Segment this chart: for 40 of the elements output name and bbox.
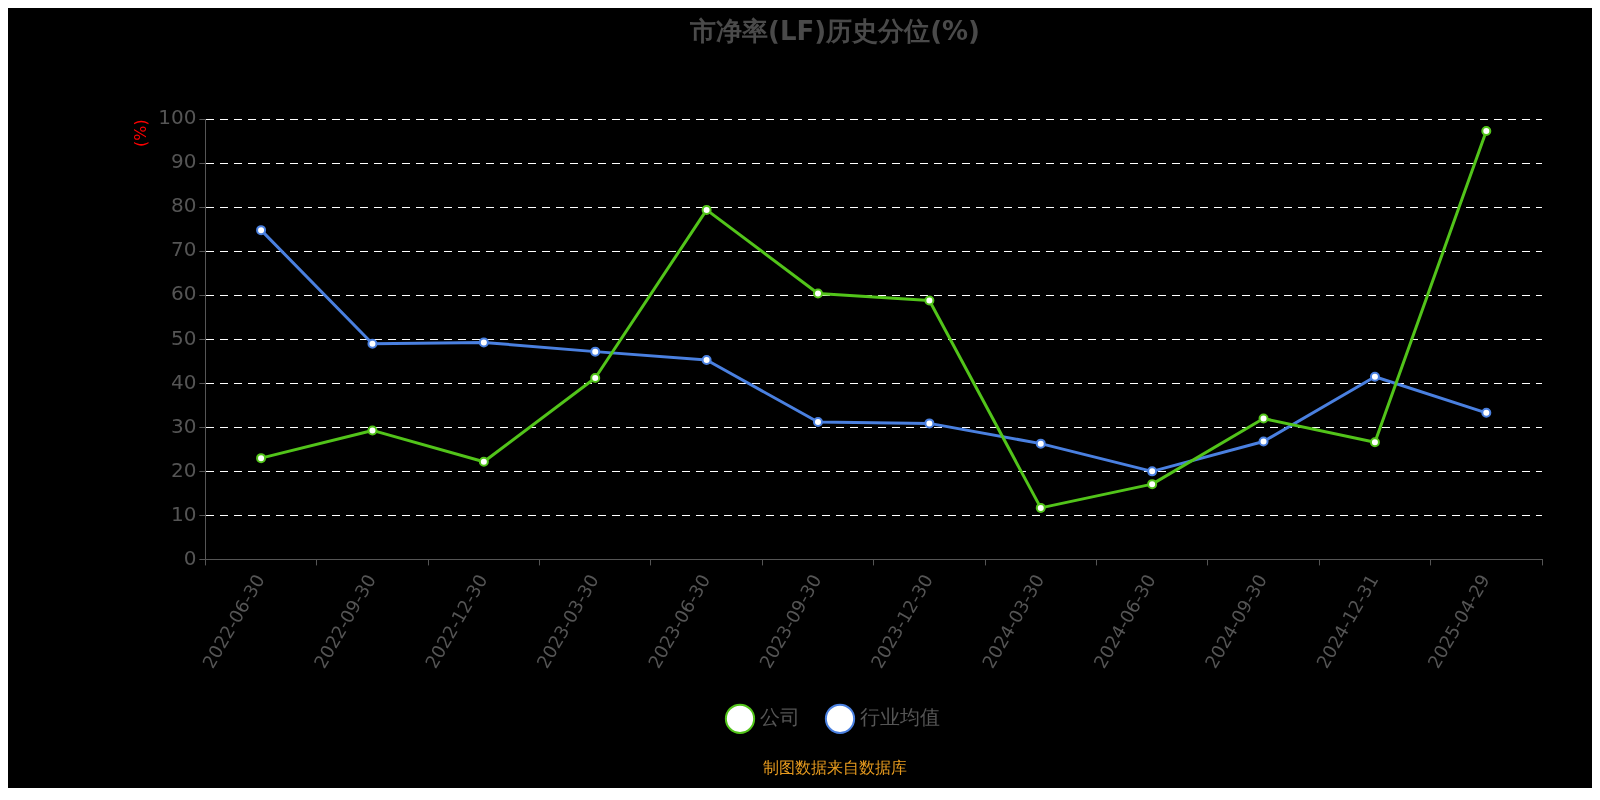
point xyxy=(1481,126,1492,137)
point xyxy=(1481,407,1492,418)
legend-label: 公司 xyxy=(760,705,800,729)
point xyxy=(924,418,935,429)
point xyxy=(256,225,267,236)
y-tick-label: 70 xyxy=(170,237,197,262)
point xyxy=(1147,479,1158,490)
point xyxy=(590,373,601,384)
point xyxy=(1369,437,1380,448)
chart-title: 市净率(LF)历史分位(%) xyxy=(689,16,980,47)
point xyxy=(924,295,935,306)
point xyxy=(478,337,489,348)
y-tick-label: 10 xyxy=(170,501,197,526)
y-axis-title: (%) xyxy=(130,119,150,147)
y-tick-label: 30 xyxy=(170,413,197,438)
point xyxy=(1258,436,1269,447)
point xyxy=(812,417,823,428)
point xyxy=(367,338,378,349)
legend-label: 行业均值 xyxy=(860,705,940,729)
point xyxy=(1035,438,1046,449)
y-tick-label: 60 xyxy=(170,281,197,306)
y-tick-label: 40 xyxy=(170,369,197,394)
point xyxy=(701,204,712,215)
point xyxy=(701,354,712,365)
point xyxy=(590,346,601,357)
point xyxy=(1035,502,1046,513)
y-tick-label: 50 xyxy=(170,325,197,350)
point xyxy=(256,453,267,464)
point xyxy=(1369,371,1380,382)
point xyxy=(812,288,823,299)
y-tick-label: 100 xyxy=(158,105,197,130)
y-tick-label: 20 xyxy=(170,457,197,482)
point xyxy=(1147,466,1158,477)
text: 制图数据来自数据库 xyxy=(763,757,907,777)
point xyxy=(1258,413,1269,424)
point xyxy=(367,425,378,436)
y-tick-label: 0 xyxy=(183,545,197,570)
y-tick-label: 80 xyxy=(170,193,197,218)
point xyxy=(478,456,489,467)
y-tick-label: 90 xyxy=(170,149,197,174)
